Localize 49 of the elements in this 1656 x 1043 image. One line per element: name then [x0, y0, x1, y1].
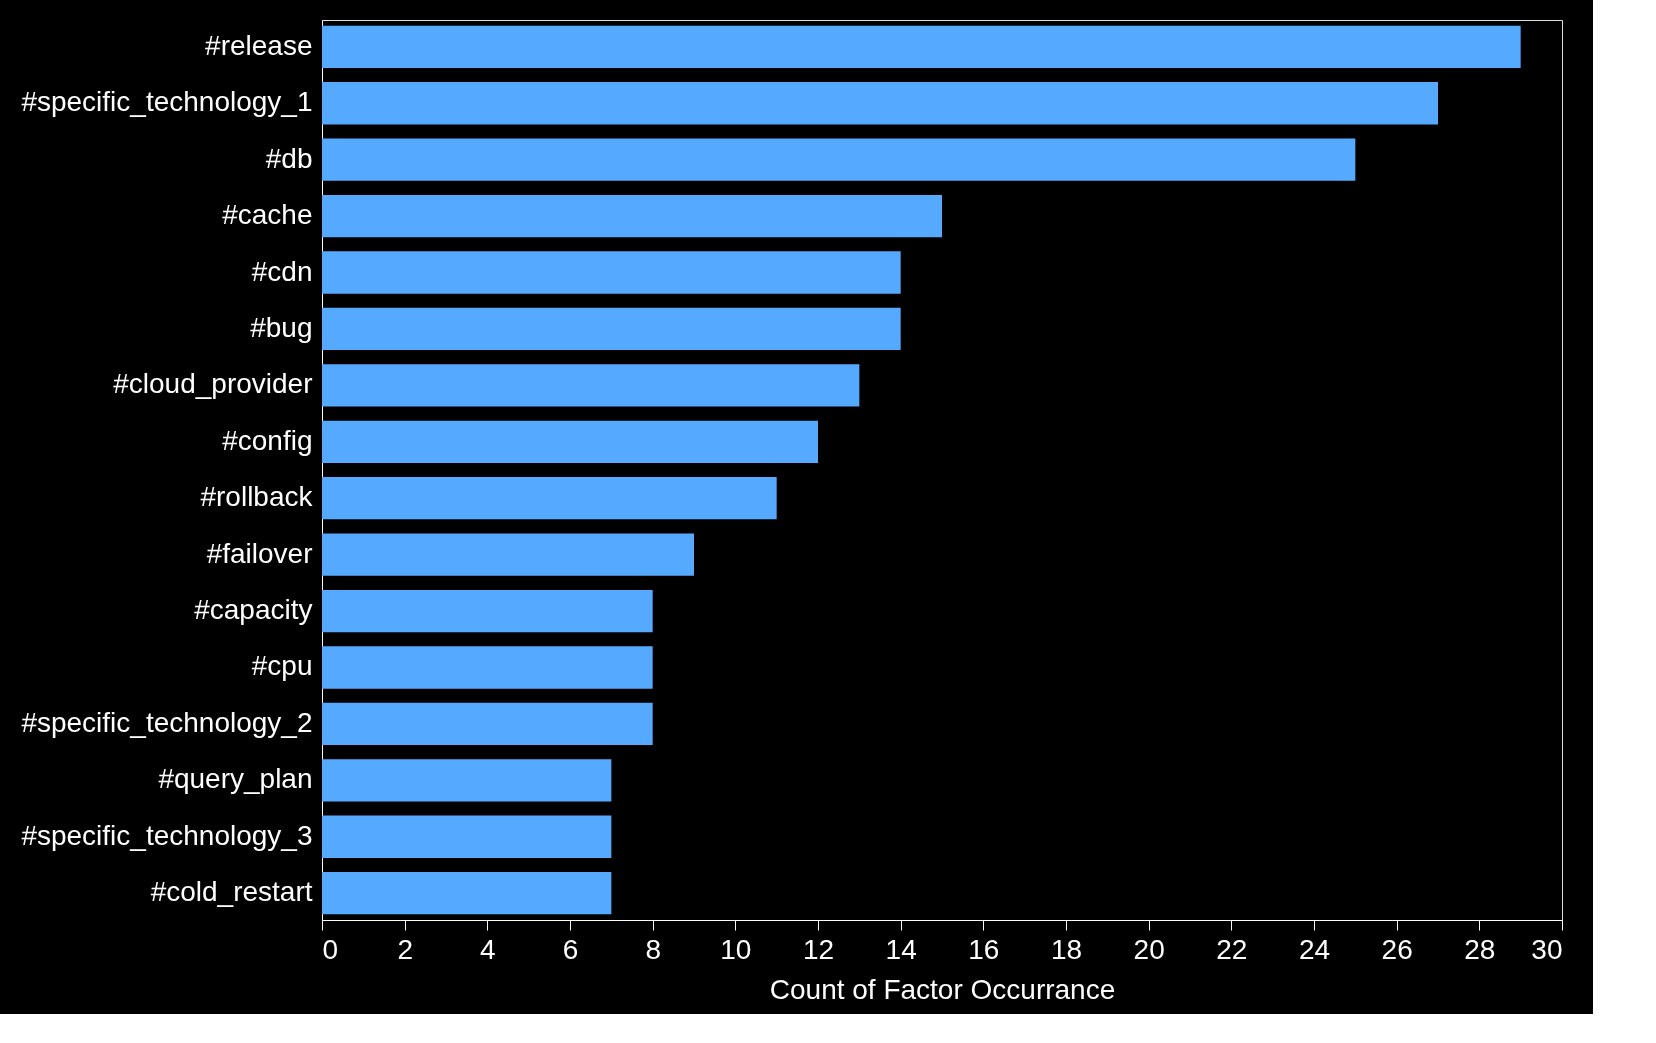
y-tick-label: #release — [205, 29, 313, 61]
bar — [322, 194, 942, 238]
bar — [322, 759, 612, 802]
bar — [322, 477, 777, 520]
x-tick-label: 22 — [1216, 933, 1248, 965]
x-tick-label: 16 — [968, 933, 1000, 965]
x-tick-label: 30 — [1531, 933, 1563, 965]
x-tick-label: 10 — [720, 933, 752, 965]
x-tick-label: 12 — [802, 933, 835, 965]
x-tick-label: 28 — [1464, 933, 1496, 965]
y-tick-label: #specific_technology_3 — [21, 819, 313, 851]
bar — [322, 138, 1356, 181]
bar — [322, 815, 612, 858]
y-tick-label: #config — [222, 424, 313, 456]
y-tick-label: #rollback — [200, 481, 314, 513]
bar — [322, 307, 901, 351]
bar — [322, 872, 612, 915]
x-tick-label: 8 — [645, 933, 661, 965]
y-tick-label: #specific_technology_1 — [21, 86, 313, 118]
x-tick-label: 14 — [885, 933, 917, 965]
x-axis-title: Count of Factor Occurrance — [769, 973, 1116, 1005]
y-tick-label: #failover — [206, 537, 313, 569]
y-tick-label: #capacity — [194, 594, 313, 626]
x-tick-label: 26 — [1381, 933, 1413, 965]
bar — [322, 646, 653, 689]
y-tick-label: #specific_technology_2 — [21, 706, 313, 738]
x-tick-label: 20 — [1133, 933, 1165, 965]
x-tick-label: 0 — [322, 933, 339, 965]
y-tick-label: #db — [265, 142, 313, 174]
y-tick-label: #query_plan — [158, 763, 313, 795]
bar — [322, 82, 1438, 125]
y-tick-label: #cloud_provider — [113, 368, 313, 400]
bar — [322, 702, 653, 746]
x-tick-label: 18 — [1050, 933, 1083, 965]
y-tick-label: #cold_restart — [150, 876, 313, 908]
y-tick-label: #bug — [250, 311, 313, 343]
bar — [322, 589, 653, 633]
x-tick-label: 4 — [480, 933, 496, 965]
bar — [322, 533, 694, 576]
y-tick-label: #cache — [222, 199, 313, 231]
bar — [322, 420, 818, 463]
bar — [322, 251, 901, 294]
x-tick-label: 2 — [397, 933, 413, 965]
y-tick-label: #cpu — [251, 650, 313, 682]
x-tick-label: 6 — [562, 933, 579, 965]
x-tick-label: 24 — [1298, 933, 1331, 965]
bar — [322, 25, 1521, 68]
bar — [322, 364, 860, 407]
y-tick-label: #cdn — [251, 255, 313, 287]
